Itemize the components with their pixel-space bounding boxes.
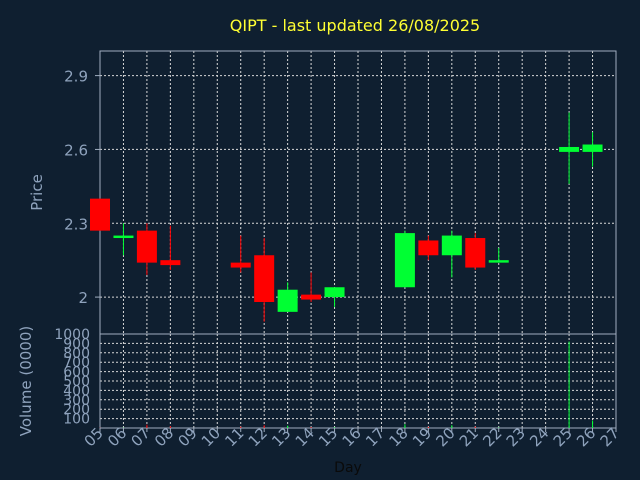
- volume-axis-title: Volume (0000): [17, 326, 35, 436]
- candle-body: [160, 260, 181, 266]
- candle-body: [90, 198, 110, 231]
- candle-body: [301, 294, 322, 300]
- candle-body: [441, 235, 462, 256]
- candle-body: [254, 255, 275, 303]
- candle-body: [113, 235, 134, 239]
- candle-body: [559, 146, 580, 152]
- price-axis-title: Price: [28, 174, 46, 211]
- volume-tick-label: 400: [63, 383, 90, 399]
- candle-body: [582, 144, 603, 152]
- candle-body: [488, 260, 509, 263]
- chart-title: QIPT - last updated 26/08/2025: [230, 16, 480, 35]
- volume-tick-label: 300: [63, 393, 90, 409]
- volume-tick-label: 800: [63, 346, 90, 362]
- volume-tick-label: 100: [63, 412, 90, 428]
- candle-body: [136, 230, 157, 263]
- price-tick-label: 2.9: [64, 68, 88, 86]
- candle-body: [418, 240, 439, 256]
- candle-body: [324, 287, 345, 298]
- candle-body: [277, 289, 298, 312]
- candle-body: [465, 238, 486, 268]
- x-axis-title: Day: [334, 460, 362, 476]
- volume-tick-label: 500: [63, 374, 90, 390]
- volume-tick-label: 1000: [54, 327, 90, 343]
- volume-tick-label: 700: [63, 355, 90, 371]
- price-tick-label: 2.3: [64, 215, 88, 233]
- volume-tick-label: 600: [63, 365, 90, 381]
- candle-body: [394, 233, 415, 288]
- volume-tick-label: 900: [63, 336, 90, 352]
- volume-tick-label: 200: [63, 402, 90, 418]
- price-tick-label: 2.6: [64, 141, 88, 159]
- price-tick-label: 2: [78, 289, 88, 307]
- candle-body: [230, 262, 251, 268]
